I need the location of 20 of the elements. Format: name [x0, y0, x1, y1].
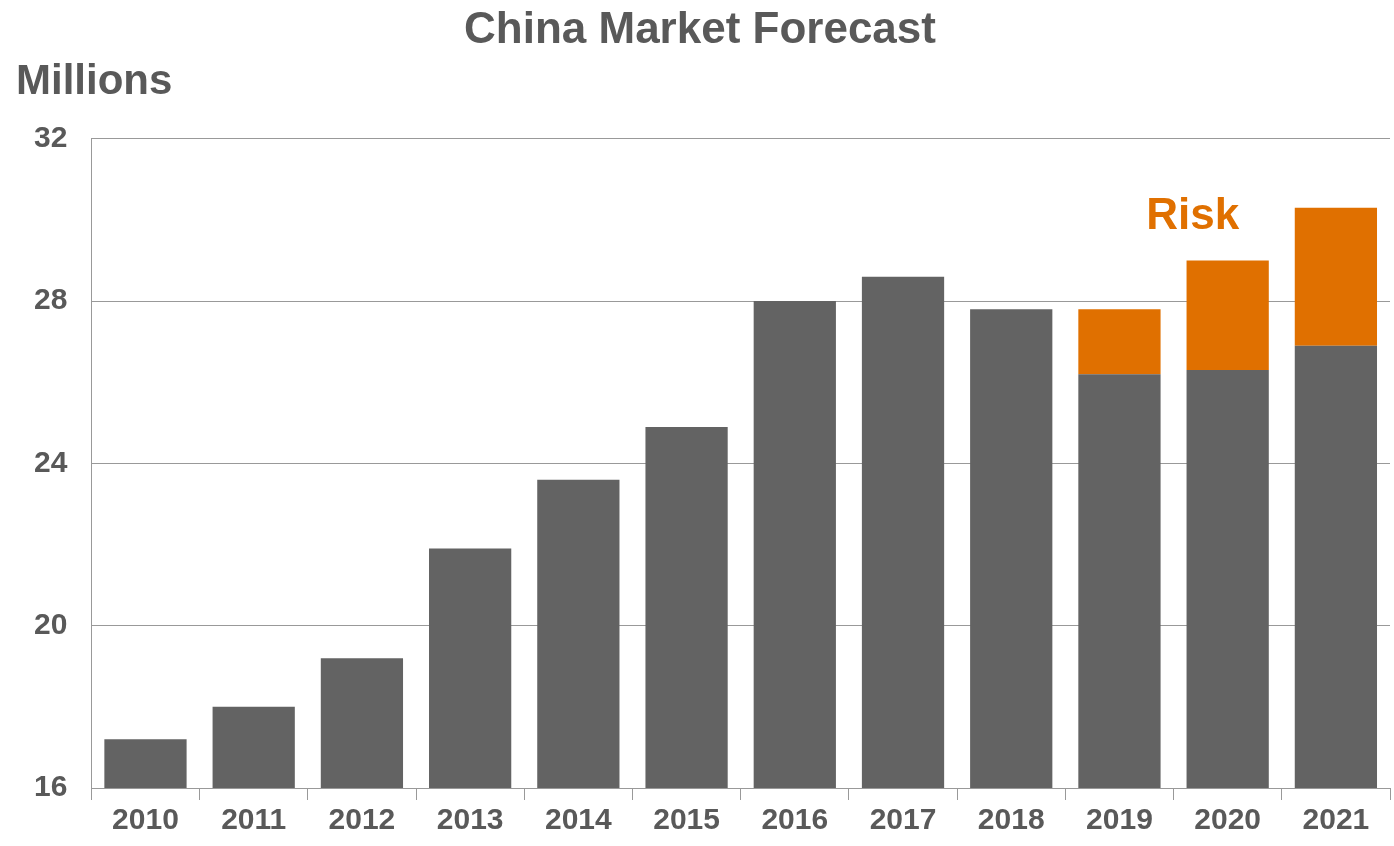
x-tick-label: 2016 [761, 802, 829, 836]
y-tick-label: 16 [33, 769, 68, 803]
x-tick-label: 2015 [653, 802, 720, 836]
x-tick-label: 2017 [869, 802, 937, 836]
x-tick-label: 2011 [221, 802, 287, 836]
x-tick-label: 2010 [112, 802, 179, 836]
x-tick-label: 2019 [1086, 802, 1153, 836]
y-tick-label: 24 [33, 444, 68, 478]
chart-title: China Market Forecast [464, 2, 937, 52]
y-tick-label: 28 [33, 282, 68, 316]
x-tick-label: 2018 [977, 802, 1045, 836]
x-tick-label: 2020 [1194, 802, 1262, 836]
y-tick-label: 20 [33, 606, 68, 640]
x-tick-label: 2013 [436, 802, 504, 836]
series-label: Risk [1146, 188, 1240, 238]
x-tick-label: 2014 [544, 802, 613, 836]
y-tick-label: 32 [33, 120, 68, 154]
x-tick-label: 2021 [1302, 802, 1370, 836]
y-axis-title: Millions [16, 55, 173, 103]
x-tick-label: 2012 [328, 802, 396, 836]
